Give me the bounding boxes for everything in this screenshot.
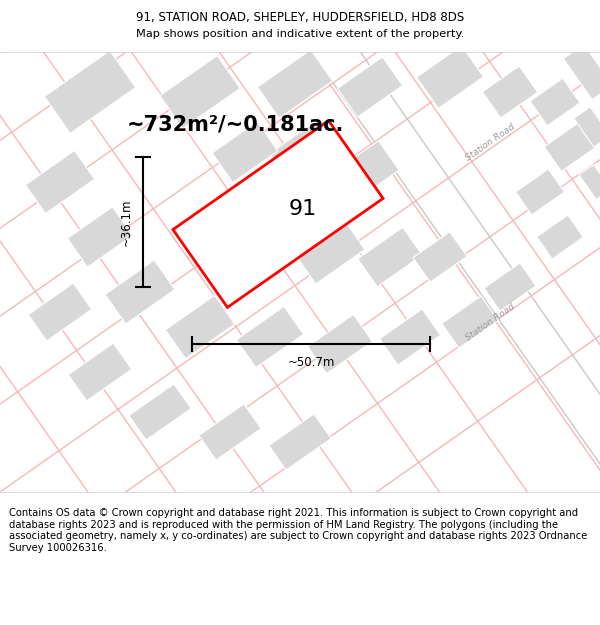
Polygon shape: [105, 260, 175, 324]
Polygon shape: [173, 121, 383, 308]
Text: ~50.7m: ~50.7m: [287, 356, 335, 369]
Polygon shape: [482, 66, 538, 118]
Polygon shape: [166, 296, 235, 359]
Polygon shape: [236, 306, 304, 368]
Polygon shape: [44, 51, 136, 133]
Polygon shape: [358, 228, 422, 287]
Text: 91: 91: [289, 199, 317, 219]
Polygon shape: [199, 404, 261, 460]
Text: ~732m²/~0.181ac.: ~732m²/~0.181ac.: [127, 114, 344, 134]
Polygon shape: [257, 50, 332, 118]
Text: Station Road: Station Road: [464, 122, 516, 162]
Polygon shape: [308, 314, 373, 374]
Polygon shape: [515, 169, 565, 215]
Text: 91, STATION ROAD, SHEPLEY, HUDDERSFIELD, HD8 8DS: 91, STATION ROAD, SHEPLEY, HUDDERSFIELD,…: [136, 11, 464, 24]
Polygon shape: [413, 232, 467, 282]
Polygon shape: [28, 283, 92, 341]
Text: Station Road: Station Road: [464, 302, 516, 343]
Polygon shape: [380, 309, 440, 365]
Polygon shape: [442, 296, 498, 348]
Polygon shape: [67, 207, 133, 267]
Text: ~36.1m: ~36.1m: [120, 198, 133, 246]
Polygon shape: [295, 220, 365, 284]
Text: Contains OS data © Crown copyright and database right 2021. This information is : Contains OS data © Crown copyright and d…: [9, 508, 587, 552]
Polygon shape: [579, 164, 600, 199]
Polygon shape: [212, 121, 278, 182]
Polygon shape: [530, 78, 580, 126]
Polygon shape: [484, 263, 536, 311]
Polygon shape: [217, 207, 283, 267]
Polygon shape: [129, 384, 191, 440]
Polygon shape: [25, 151, 95, 214]
Polygon shape: [536, 215, 583, 259]
Polygon shape: [68, 343, 132, 401]
Polygon shape: [269, 119, 340, 185]
Polygon shape: [269, 414, 331, 470]
Polygon shape: [544, 122, 596, 171]
Polygon shape: [337, 57, 403, 117]
Polygon shape: [563, 44, 600, 99]
Text: Map shows position and indicative extent of the property.: Map shows position and indicative extent…: [136, 29, 464, 39]
Polygon shape: [331, 141, 399, 203]
Polygon shape: [416, 46, 484, 108]
Polygon shape: [160, 56, 240, 129]
Polygon shape: [574, 107, 600, 147]
